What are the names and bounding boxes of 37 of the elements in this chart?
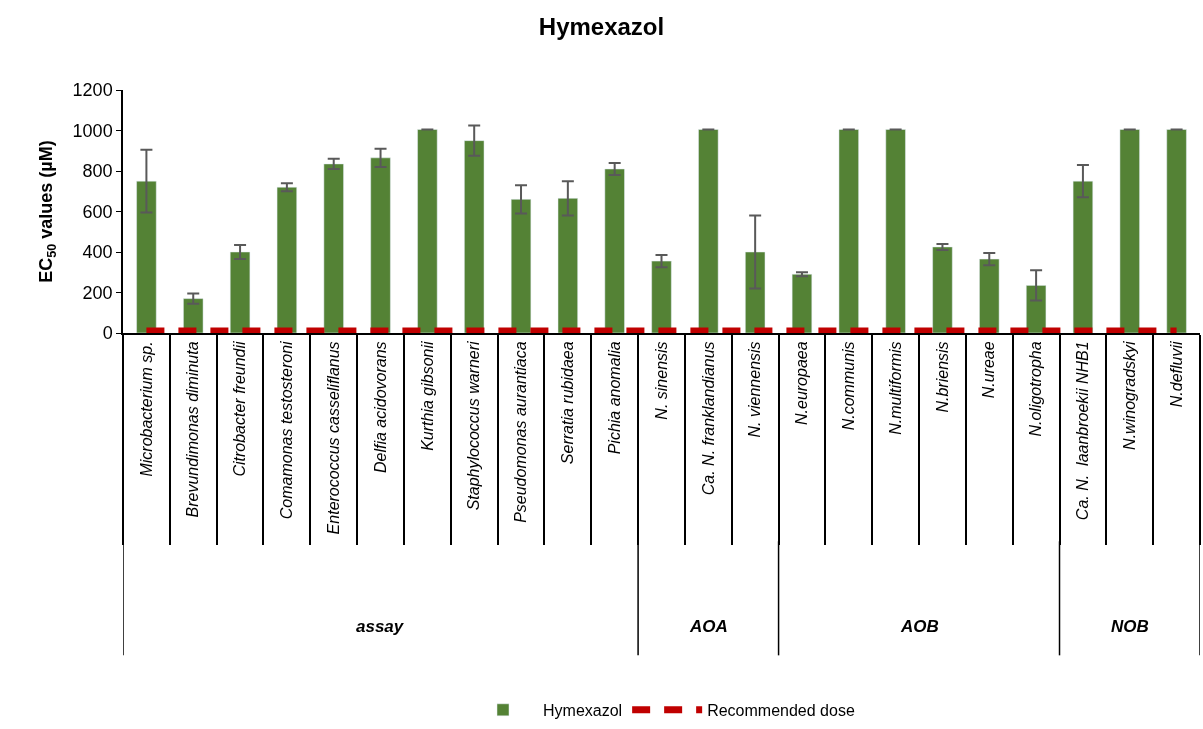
x-tick-label: N.ureae	[980, 341, 998, 399]
x-tick-label: N.multiformis	[886, 341, 904, 435]
x-tick-label: Citrobacter freundii	[231, 340, 249, 477]
y-tick-label: 1000	[72, 120, 113, 141]
x-tick-label: Pseudomonas aurantiaca	[512, 341, 530, 523]
y-tick-label: 400	[82, 242, 113, 263]
y-tick-label: 0	[102, 323, 113, 344]
x-tick-label: N.defluvii	[1167, 340, 1185, 408]
x-tick-label: Kurthia gibsonii	[418, 340, 436, 451]
y-tick-label: 200	[82, 282, 113, 303]
text: NOB	[1111, 617, 1149, 636]
x-tick-label: N. sinensis	[652, 341, 670, 420]
legend-label: Hymexazol	[543, 702, 623, 720]
x-tick-label: Staphylococcus warneri	[465, 340, 483, 511]
x-tick-label: N.winogradskyi	[1120, 340, 1138, 450]
text: assay	[356, 617, 405, 636]
x-tick-label: N.oligotropha	[1027, 341, 1045, 437]
legend-label: Recommended dose	[707, 702, 855, 720]
x-tick-label: Serratia rubidaea	[559, 341, 577, 465]
text: AOA	[689, 617, 728, 636]
x-tick-label: Microbacterium sp.	[137, 341, 155, 477]
x-tick-label: Enterococcus casseliflanus	[324, 341, 342, 535]
x-tick-label: N.communis	[840, 341, 857, 431]
x-tick-label: N. viennensis	[746, 341, 764, 438]
x-tick-label: Ca. N. laanbroekii NHB1	[1074, 341, 1092, 521]
y-tick-label: 800	[82, 161, 113, 182]
y-tick-label: 1200	[72, 80, 113, 101]
x-tick-label: Pichia anomalia	[605, 341, 623, 455]
x-tick-label: Ca. N. franklandianus	[699, 341, 717, 496]
x-tick-label: Delfia acidovorans	[371, 341, 389, 474]
text: AOB	[900, 617, 939, 636]
chart-title: Hymexazol	[538, 13, 665, 41]
y-tick-label: 600	[82, 201, 113, 222]
x-tick-label: N.europaea	[793, 341, 811, 426]
x-tick-label: Brevundimonas diminuta	[184, 341, 202, 518]
x-tick-label: N.briensis	[933, 341, 951, 413]
x-tick-label: Comamonas testosteroni	[278, 340, 296, 520]
